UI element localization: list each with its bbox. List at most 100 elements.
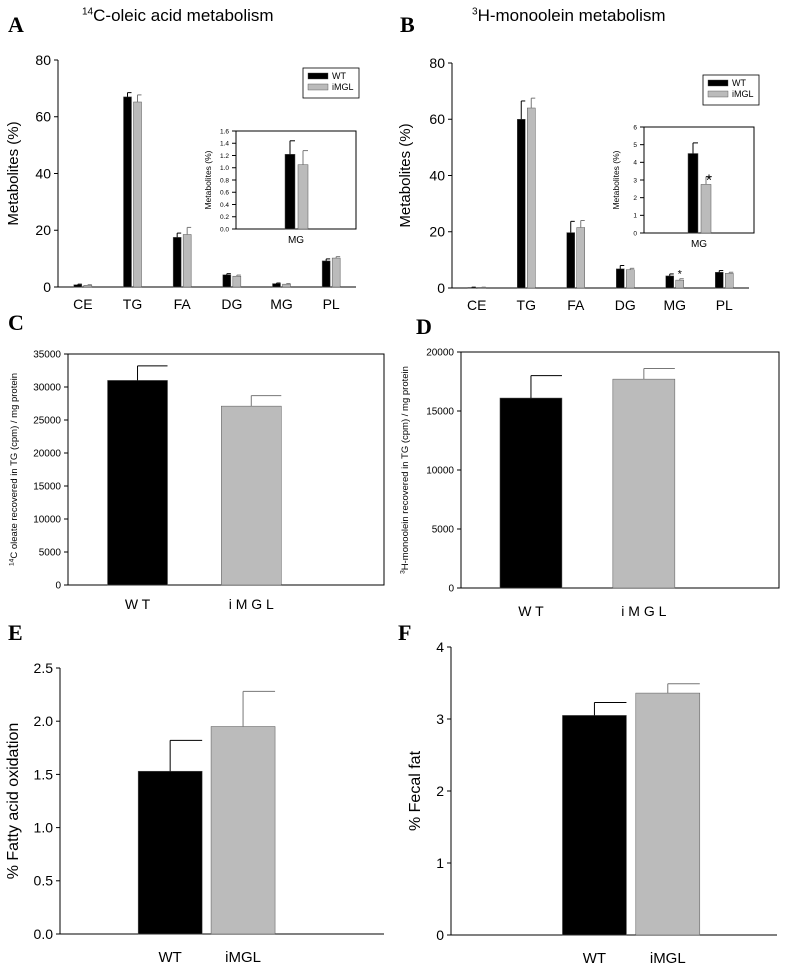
a-legend-label: iMGL [332, 82, 354, 92]
panel-title-b: 3H-monoolein metabolism [472, 6, 666, 26]
a-imgl-bar [232, 275, 242, 288]
a-x-tick-label: CE [73, 296, 92, 312]
c-x-tick-label: i M G L [229, 596, 274, 612]
e-y-tick-label: 2.5 [34, 660, 54, 676]
c-y-axis-label: 14C oleate recovered in TG (cpm) / mg pr… [9, 373, 20, 566]
panel-c: C 0 5000 10000 15000 20000 25000 30000 35000 14C… [0, 310, 392, 620]
b-inset-y-tick-label: 6 [633, 124, 637, 131]
d-y-axis-label-superscript: 3 [400, 570, 407, 574]
d-y-axis-label: 3H-monoolein recovered in TG (cpm) / mg … [400, 366, 411, 574]
title-superscript-a: 14 [82, 6, 94, 18]
a-y-tick-label: 20 [35, 222, 51, 238]
b-y-tick-label: 60 [429, 111, 445, 127]
c-y-axis-label-superscript: 14 [9, 558, 16, 566]
a-x-tick-label: MG [270, 296, 293, 312]
f-y-tick-label: 3 [436, 711, 444, 727]
e-imgl-bar [210, 726, 276, 935]
c-y-tick-label: 35000 [33, 350, 61, 361]
a-inset-wt-bar [284, 154, 296, 230]
d-wt-bar [499, 397, 563, 589]
a-inset-y-tick-label: 1.2 [220, 153, 229, 160]
c-y-tick-label: 10000 [33, 515, 61, 526]
a-imgl-bar [331, 257, 341, 288]
panel-label-b: B [400, 12, 415, 37]
a-y-axis-label: Metabolites (%) [5, 121, 22, 225]
a-legend-swatch [307, 72, 329, 80]
panel-a: A 14C-oleic acid metabolism 0 20 40 60 80 Met… [0, 0, 392, 312]
d-x-tick-label: i M G L [621, 603, 666, 619]
a-x-tick-label: FA [174, 296, 192, 312]
f-y-tick-label: 0 [436, 927, 444, 943]
a-x-tick-label: DG [221, 296, 242, 312]
b-y-tick-label: 20 [429, 224, 445, 240]
d-y-axis-label-text: H-monoolein recovered in TG (cpm) / mg p… [400, 366, 411, 570]
chart-a: 0 20 40 60 80 Metabolites (%) CE TG FA DG MG PL WTiM… [5, 52, 360, 312]
d-y-tick-label: 5000 [432, 525, 455, 536]
f-y-tick-label: 2 [436, 783, 444, 799]
b-inset-plot-frame [643, 126, 755, 234]
b-inset-y-tick-label: 5 [633, 142, 637, 149]
c-y-axis-label-text: C oleate recovered in TG (cpm) / mg prot… [9, 373, 20, 559]
b-x-tick-label: CE [467, 297, 486, 313]
b-wt-bar [517, 119, 526, 289]
a-inset-y-tick-label: 1.6 [220, 128, 229, 135]
panel-label-d: D [416, 314, 432, 339]
a-inset-y-tick-label: 0.8 [220, 177, 229, 184]
b-inset-y-tick-label: 4 [633, 160, 637, 167]
a-inset-y-tick-label: 1.0 [220, 165, 229, 172]
f-y-tick-label: 1 [436, 855, 444, 871]
e-y-tick-label: 2.0 [34, 713, 54, 729]
e-x-tick-label: WT [158, 949, 181, 966]
c-y-tick-label: 25000 [33, 416, 61, 427]
b-x-tick-label: DG [615, 297, 636, 313]
c-y-tick-label: 30000 [33, 383, 61, 394]
b-x-tick-label: FA [567, 297, 585, 313]
d-y-tick-label: 10000 [426, 466, 454, 477]
b-imgl-bar [725, 273, 734, 289]
f-wt-bar [562, 715, 627, 936]
a-imgl-bar [133, 101, 142, 288]
a-imgl-bar [182, 234, 192, 288]
title-text-b: H-monoolein metabolism [477, 6, 666, 25]
e-y-tick-label: 1.0 [34, 820, 54, 836]
a-inset-plot-frame [235, 130, 357, 230]
chart-e: 0.0 0.5 1.0 1.5 2.0 2.5 % Fatty acid oxidation… [5, 660, 384, 966]
c-y-tick-label: 15000 [33, 482, 61, 493]
a-legend-label: WT [332, 71, 346, 81]
a-wt-bar [222, 274, 232, 288]
panel-f: F 0 1 2 3 4 % Fecal fat WT iMGL [392, 620, 785, 973]
title-text-a: C-oleic acid metabolism [93, 6, 274, 25]
c-y-tick-label: 0 [55, 581, 61, 592]
b-significance-star: * [678, 269, 683, 281]
b-y-tick-label: 40 [429, 167, 445, 183]
b-inset-x-label: MG [691, 239, 707, 250]
b-wt-bar [715, 272, 724, 289]
b-imgl-bar [576, 227, 585, 289]
e-x-tick-label: iMGL [225, 949, 261, 966]
c-y-tick-label: 5000 [39, 548, 62, 559]
e-y-tick-label: 1.5 [34, 766, 54, 782]
b-wt-bar [665, 275, 674, 289]
b-imgl-bar [527, 107, 536, 289]
a-y-tick-label: 40 [35, 165, 51, 181]
panel-label-f: F [398, 620, 412, 645]
chart-f: 0 1 2 3 4 % Fecal fat WT iMGL [407, 639, 777, 967]
panel-d: D 0 5000 10000 15000 20000 3H-monoolein recov… [392, 310, 785, 620]
a-inset-y-axis-label: Metabolites (%) [203, 150, 213, 209]
panel-title-a: 14C-oleic acid metabolism [82, 6, 274, 26]
panel-label-a: A [8, 12, 24, 37]
f-x-tick-label: iMGL [650, 950, 686, 967]
panel-b: B 3H-monoolein metabolism 0 20 40 60 80 Metab… [392, 0, 785, 313]
f-y-tick-label: 4 [436, 639, 444, 655]
b-imgl-bar [626, 269, 635, 289]
b-wt-bar [616, 268, 625, 289]
b-x-tick-label: TG [517, 297, 536, 313]
a-inset-y-tick-label: 0.2 [220, 214, 229, 221]
title-superscript-b: 3 [472, 6, 478, 18]
a-inset-y-tick-label: 0.4 [220, 202, 229, 209]
a-wt-bar [321, 260, 331, 288]
b-imgl-bar [675, 279, 684, 289]
d-imgl-bar [612, 378, 676, 589]
a-inset-imgl-bar [297, 164, 309, 230]
